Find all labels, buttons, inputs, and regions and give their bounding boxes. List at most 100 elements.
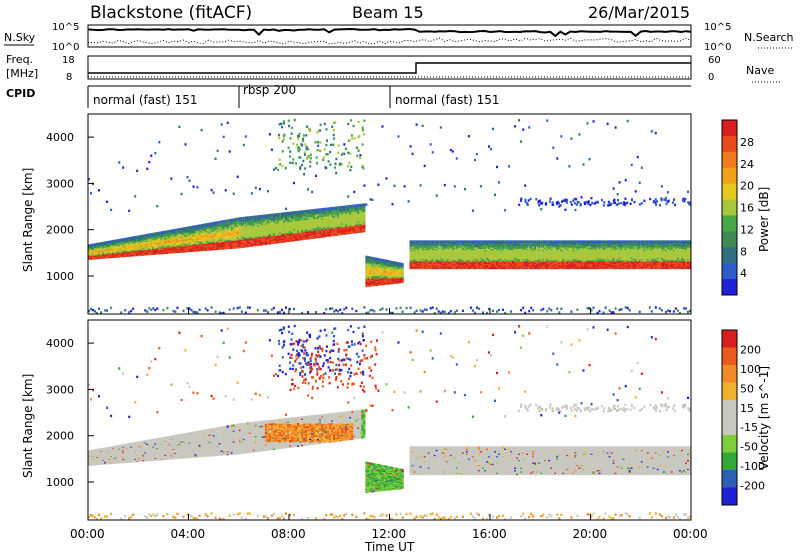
power-cell [122,238,125,241]
power-cell [192,225,195,228]
power-cell [297,210,299,214]
power-cell [469,306,472,309]
nsky-tick-bottom: 10^0 [52,42,79,53]
power-cell [98,307,100,310]
power-cell [232,218,235,221]
power-cell [272,213,275,216]
power-cell [353,204,356,207]
power-cell [508,165,511,168]
power-cell [198,225,201,228]
power-cell [347,195,350,198]
power-cell [262,214,265,217]
power-cell [224,219,227,223]
power-cell [170,229,173,232]
power-cell [522,240,525,243]
power-cell [449,148,452,152]
power-cell [475,306,478,309]
power-cell [496,310,498,313]
power-cell [94,310,96,313]
power-cell [142,234,145,237]
power-cell [357,204,360,207]
power-cell [190,225,193,229]
power-cell [391,203,394,206]
power-cell [293,181,295,185]
power-cell [323,207,326,211]
power-cell [423,240,426,243]
power-cell [160,231,163,234]
power-cell [419,240,422,243]
power-cell [150,308,153,312]
power-cell [457,240,460,243]
power-cell [343,143,346,146]
power-cell [192,185,195,188]
power-cell [311,209,314,212]
power-cell [112,239,115,243]
power-cell [301,163,304,167]
power-cell [337,206,340,209]
power-cell [479,240,482,243]
power-cell [451,150,454,153]
power-cell [226,219,229,222]
power-cell [473,240,476,243]
power-cell [431,151,434,154]
power-cell [276,213,279,216]
power-cell [88,244,90,247]
power-cell [184,227,187,230]
power-cell [321,208,324,211]
power-cell [166,306,169,310]
power-cell [260,214,263,218]
power-cell [409,240,412,243]
power-cell [498,240,500,243]
power-cell [367,256,370,259]
power-cell [158,231,161,234]
power-cell [381,258,384,262]
power-cell [164,230,167,233]
power-cell [329,207,332,210]
power-cell [152,307,155,310]
power-cell [108,240,111,244]
power-cell [455,157,458,160]
power-cell [373,310,376,313]
date-title: 26/Mar/2015 [588,3,690,22]
power-cell [218,311,221,314]
power-cell [508,240,511,243]
power-cell [522,306,525,310]
power-cell [295,211,297,214]
power-cell [510,240,513,243]
power-cell [494,240,496,243]
power-cell [188,226,191,229]
power-cell [110,240,113,243]
cpid-label: CPID [6,87,35,100]
power-cell [449,310,452,313]
power-cell [182,309,185,313]
power-cell [453,311,456,314]
nsearch-tick-top: 10^5 [704,22,731,33]
power-cell [419,309,422,312]
power-cell [272,168,275,171]
power-cell [212,221,215,225]
power-cell [343,205,346,208]
power-cell [431,240,434,243]
power-cell [186,241,189,244]
power-cell [254,186,257,189]
power-cell [194,243,197,246]
power-cell [190,236,193,239]
power-cell [520,140,523,143]
power-cell [307,209,310,212]
power-cell [291,211,293,214]
power-cell [343,308,346,311]
power-cell [311,190,314,194]
power-cell [421,124,424,127]
power-cell [236,306,239,310]
power-cell [258,187,261,191]
power-cell [200,240,203,243]
power-cell [200,128,203,132]
power-cell [234,217,237,221]
power-cell [385,177,388,180]
power-cell [315,208,318,212]
power-cell [401,310,404,313]
power-cell [166,230,169,233]
power-cell [266,190,269,193]
power-cell [174,310,177,313]
